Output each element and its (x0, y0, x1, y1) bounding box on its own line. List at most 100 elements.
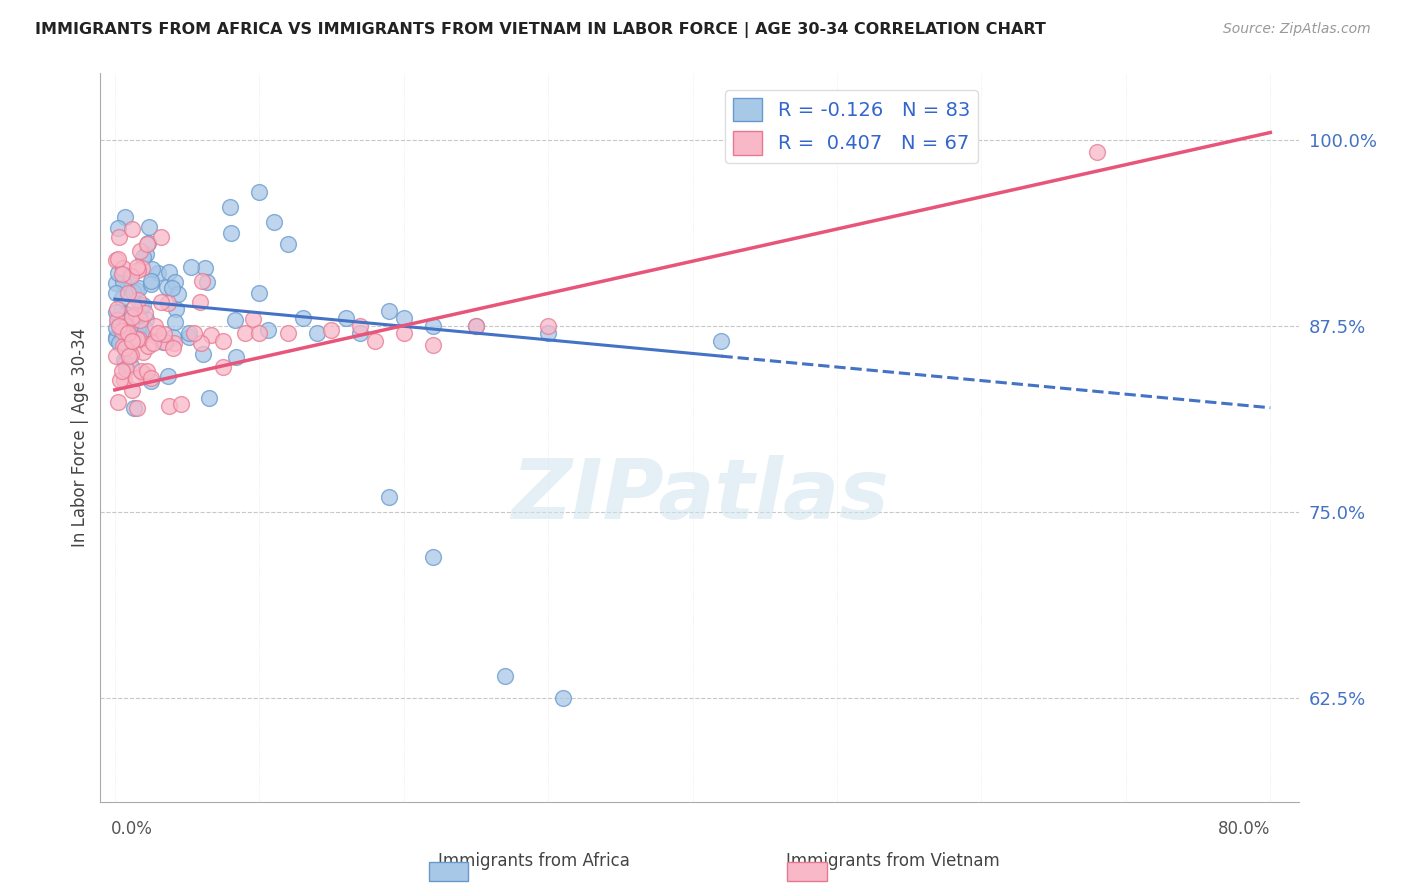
Immigrants from Africa (115, 347, 138, 361)
Text: ZIPatlas: ZIPatlas (510, 455, 889, 536)
Immigrants from Africa (494, 668, 516, 682)
Immigrants from Vietnam (127, 263, 149, 277)
Text: Immigrants from Vietnam: Immigrants from Vietnam (786, 852, 1000, 870)
Immigrants from Africa (180, 260, 202, 274)
Immigrants from Africa (105, 277, 128, 291)
Immigrants from Africa (710, 334, 733, 348)
Immigrants from Africa (378, 304, 401, 318)
Immigrants from Vietnam (121, 334, 143, 348)
Immigrants from Africa (129, 299, 152, 313)
Immigrants from Africa (195, 275, 218, 289)
Immigrants from Africa (263, 215, 285, 229)
Immigrants from Africa (349, 326, 371, 341)
Legend: R = -0.126   N = 83, R =  0.407   N = 67: R = -0.126 N = 83, R = 0.407 N = 67 (725, 90, 977, 162)
Immigrants from Vietnam (146, 326, 169, 341)
Immigrants from Vietnam (107, 252, 129, 266)
Immigrants from Vietnam (111, 267, 134, 281)
Immigrants from Vietnam (143, 318, 166, 333)
Immigrants from Africa (247, 285, 270, 300)
Immigrants from Vietnam (125, 371, 148, 385)
Immigrants from Africa (115, 307, 138, 321)
Immigrants from Vietnam (121, 269, 143, 284)
Immigrants from Vietnam (159, 399, 181, 413)
Immigrants from Africa (537, 326, 560, 341)
Immigrants from Vietnam (131, 260, 153, 275)
Immigrants from Africa (112, 352, 135, 367)
Immigrants from Africa (107, 220, 129, 235)
Immigrants from Vietnam (1085, 145, 1108, 159)
Immigrants from Africa (291, 311, 314, 326)
Immigrants from Africa (160, 281, 183, 295)
Immigrants from Africa (422, 549, 444, 564)
Immigrants from Africa (392, 311, 415, 326)
Immigrants from Vietnam (107, 394, 129, 409)
Immigrants from Africa (422, 318, 444, 333)
Immigrants from Vietnam (127, 293, 149, 307)
Immigrants from Africa (105, 332, 128, 346)
Immigrants from Africa (277, 237, 299, 252)
Immigrants from Vietnam (183, 326, 205, 341)
Immigrants from Africa (107, 313, 129, 327)
Immigrants from Vietnam (128, 313, 150, 327)
Immigrants from Africa (225, 350, 247, 364)
Immigrants from Africa (194, 261, 217, 276)
Immigrants from Vietnam (132, 345, 155, 359)
Immigrants from Vietnam (190, 274, 212, 288)
Immigrants from Vietnam (242, 312, 264, 326)
Immigrants from Vietnam (118, 349, 141, 363)
Immigrants from Africa (118, 271, 141, 285)
Immigrants from Vietnam (150, 229, 173, 244)
Text: Immigrants from Africa: Immigrants from Africa (439, 852, 630, 870)
Immigrants from Vietnam (349, 318, 371, 333)
Immigrants from Vietnam (112, 339, 135, 353)
Immigrants from Africa (464, 318, 486, 333)
Immigrants from Africa (105, 320, 128, 334)
Immigrants from Africa (105, 330, 128, 344)
Immigrants from Africa (117, 275, 139, 289)
Text: Source: ZipAtlas.com: Source: ZipAtlas.com (1223, 22, 1371, 37)
Immigrants from Vietnam (392, 326, 415, 341)
Text: IMMIGRANTS FROM AFRICA VS IMMIGRANTS FROM VIETNAM IN LABOR FORCE | AGE 30-34 COR: IMMIGRANTS FROM AFRICA VS IMMIGRANTS FRO… (35, 22, 1046, 38)
Immigrants from Africa (128, 308, 150, 322)
Immigrants from Africa (114, 356, 136, 370)
Immigrants from Vietnam (132, 367, 155, 381)
Immigrants from Vietnam (136, 339, 159, 353)
Immigrants from Africa (257, 323, 280, 337)
Immigrants from Africa (247, 185, 270, 199)
Immigrants from Vietnam (121, 222, 143, 236)
Immigrants from Africa (112, 326, 135, 340)
Immigrants from Vietnam (162, 341, 184, 355)
Immigrants from Africa (114, 211, 136, 225)
Immigrants from Africa (135, 312, 157, 326)
Immigrants from Vietnam (121, 310, 143, 324)
Immigrants from Vietnam (117, 326, 139, 341)
Immigrants from Vietnam (125, 401, 148, 415)
Immigrants from Vietnam (200, 327, 222, 342)
Immigrants from Africa (111, 291, 134, 305)
Immigrants from Vietnam (135, 237, 157, 252)
Immigrants from Africa (107, 266, 129, 280)
Immigrants from Vietnam (537, 318, 560, 333)
Immigrants from Africa (378, 490, 401, 504)
Immigrants from Africa (127, 322, 149, 336)
Immigrants from Vietnam (120, 331, 142, 345)
Immigrants from Africa (135, 247, 157, 261)
Immigrants from Africa (165, 314, 187, 328)
Immigrants from Africa (120, 359, 142, 373)
Immigrants from Africa (108, 335, 131, 350)
Immigrants from Africa (156, 279, 179, 293)
Immigrants from Africa (219, 227, 242, 241)
Immigrants from Vietnam (108, 229, 131, 244)
Immigrants from Africa (148, 266, 170, 280)
Immigrants from Africa (198, 391, 221, 405)
Immigrants from Africa (115, 320, 138, 334)
Immigrants from Vietnam (111, 324, 134, 338)
Immigrants from Africa (112, 275, 135, 289)
Immigrants from Vietnam (111, 363, 134, 377)
Immigrants from Vietnam (108, 318, 131, 333)
Immigrants from Africa (105, 285, 128, 300)
Immigrants from Vietnam (117, 286, 139, 301)
Immigrants from Vietnam (125, 332, 148, 346)
Immigrants from Africa (162, 330, 184, 344)
Immigrants from Vietnam (464, 318, 486, 333)
